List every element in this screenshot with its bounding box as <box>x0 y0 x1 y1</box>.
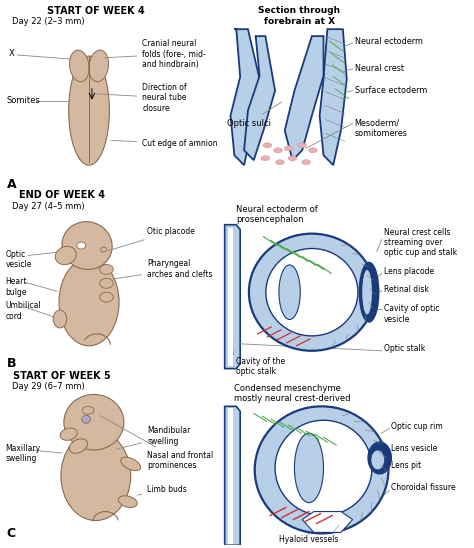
Ellipse shape <box>368 442 392 474</box>
Text: Optic sulci: Optic sulci <box>227 102 282 128</box>
Ellipse shape <box>59 259 119 346</box>
Text: START OF WEEK 5: START OF WEEK 5 <box>13 370 111 381</box>
Text: Choroidal fissure: Choroidal fissure <box>392 483 456 492</box>
Ellipse shape <box>284 146 293 151</box>
Text: Heart
bulge: Heart bulge <box>6 277 27 296</box>
Ellipse shape <box>275 420 372 516</box>
Ellipse shape <box>61 431 131 521</box>
Ellipse shape <box>100 278 113 288</box>
Text: Surface ectoderm: Surface ectoderm <box>355 86 427 95</box>
Text: Cranial neural
folds (fore-, mid-
and hindbrain): Cranial neural folds (fore-, mid- and hi… <box>103 39 206 69</box>
Text: Somites: Somites <box>7 96 40 105</box>
Text: Section through
forebrain at X: Section through forebrain at X <box>258 7 340 26</box>
Polygon shape <box>228 408 233 544</box>
Polygon shape <box>230 29 260 165</box>
Text: Cavity of the
optic stalk: Cavity of the optic stalk <box>237 357 285 376</box>
Ellipse shape <box>62 221 112 270</box>
Text: Mesoderm/
somitomeres: Mesoderm/ somitomeres <box>355 118 407 138</box>
Ellipse shape <box>100 265 113 275</box>
Ellipse shape <box>64 395 124 450</box>
Text: X: X <box>9 49 14 58</box>
Text: Neural ectoderm: Neural ectoderm <box>355 37 422 45</box>
Ellipse shape <box>55 246 76 265</box>
Text: Mandibular
swelling: Mandibular swelling <box>116 426 191 449</box>
Text: C: C <box>7 527 16 540</box>
Text: Otic placode: Otic placode <box>108 227 195 250</box>
Ellipse shape <box>288 156 297 161</box>
Ellipse shape <box>100 292 113 302</box>
Ellipse shape <box>82 407 94 414</box>
Text: Neural crest: Neural crest <box>355 64 403 73</box>
Text: Nasal and frontal
prominences: Nasal and frontal prominences <box>100 415 213 470</box>
Text: Optic
vesicle: Optic vesicle <box>6 249 32 269</box>
Ellipse shape <box>60 428 77 441</box>
Ellipse shape <box>255 407 388 533</box>
Ellipse shape <box>371 450 384 470</box>
Text: Day 22 (2–3 mm): Day 22 (2–3 mm) <box>11 18 84 26</box>
Ellipse shape <box>77 242 86 249</box>
Text: Neural crest cells
streaming over
optic cup and stalk: Neural crest cells streaming over optic … <box>383 227 457 258</box>
Ellipse shape <box>279 265 300 319</box>
Ellipse shape <box>82 415 91 423</box>
Polygon shape <box>319 29 347 165</box>
Text: Pharyngeal
arches and clefts: Pharyngeal arches and clefts <box>113 259 213 279</box>
Polygon shape <box>228 227 233 366</box>
Ellipse shape <box>249 233 375 351</box>
Ellipse shape <box>89 50 109 82</box>
Text: Lens placode: Lens placode <box>383 267 434 276</box>
Ellipse shape <box>273 148 283 153</box>
Polygon shape <box>260 29 324 102</box>
Polygon shape <box>225 407 240 545</box>
Text: Retinal disk: Retinal disk <box>383 285 428 294</box>
Text: Lens pit: Lens pit <box>392 461 421 470</box>
Text: Condensed mesenchyme
mostly neural crest-derived: Condensed mesenchyme mostly neural crest… <box>234 384 351 403</box>
Ellipse shape <box>263 143 272 148</box>
Text: Cavity of optic
vesicle: Cavity of optic vesicle <box>383 304 439 323</box>
Ellipse shape <box>302 159 310 164</box>
Ellipse shape <box>309 148 317 153</box>
Text: END OF WEEK 4: END OF WEEK 4 <box>19 190 105 200</box>
Ellipse shape <box>121 457 141 471</box>
Ellipse shape <box>118 496 137 507</box>
Text: Limb buds: Limb buds <box>137 485 187 495</box>
Text: START OF WEEK 4: START OF WEEK 4 <box>47 7 145 16</box>
Ellipse shape <box>70 50 89 82</box>
Text: A: A <box>7 178 16 191</box>
Polygon shape <box>244 36 275 160</box>
Text: Day 27 (4–5 mm): Day 27 (4–5 mm) <box>11 202 84 211</box>
Text: Lens vesicle: Lens vesicle <box>392 443 438 453</box>
Ellipse shape <box>362 270 372 315</box>
Ellipse shape <box>275 159 284 164</box>
Text: Umbilical
cord: Umbilical cord <box>6 301 41 321</box>
Ellipse shape <box>69 56 109 165</box>
Ellipse shape <box>261 156 270 161</box>
Text: Direction of
neural tube
closure: Direction of neural tube closure <box>97 83 187 112</box>
Text: Maxillary
swelling: Maxillary swelling <box>6 444 41 464</box>
Text: Neural ectoderm of
prosencephalon: Neural ectoderm of prosencephalon <box>237 205 318 224</box>
Ellipse shape <box>298 143 307 148</box>
Text: Optic cup: Optic cup <box>281 459 318 467</box>
Text: B: B <box>7 357 16 370</box>
Ellipse shape <box>359 262 379 322</box>
Ellipse shape <box>53 310 67 328</box>
Text: Optic cup rim: Optic cup rim <box>392 422 443 431</box>
Ellipse shape <box>266 249 358 336</box>
Text: Hyaloid vessels: Hyaloid vessels <box>279 535 338 544</box>
Ellipse shape <box>294 433 324 503</box>
Text: Cut edge of amnion: Cut edge of amnion <box>111 139 218 148</box>
Polygon shape <box>302 512 353 533</box>
Ellipse shape <box>100 247 107 252</box>
Ellipse shape <box>69 439 88 453</box>
Text: Optic
vesicle: Optic vesicle <box>296 277 322 297</box>
Polygon shape <box>225 225 240 369</box>
Polygon shape <box>285 36 324 160</box>
Text: Optic stalk: Optic stalk <box>383 344 425 353</box>
Text: Day 29 (6–7 mm): Day 29 (6–7 mm) <box>11 381 84 391</box>
